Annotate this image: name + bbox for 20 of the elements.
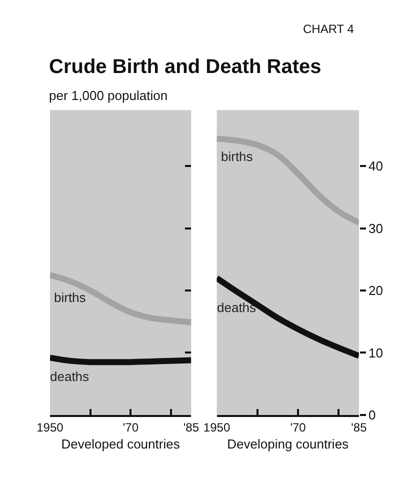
y-tick-label: 10 bbox=[368, 345, 383, 360]
x-tick-label: '70 bbox=[122, 420, 139, 434]
x-tick-label: 1950 bbox=[203, 420, 230, 434]
x-axis-title: Developing countries bbox=[227, 436, 350, 452]
caption: CHART 4 bbox=[303, 22, 354, 36]
series-label: deaths bbox=[217, 300, 257, 315]
x-tick-label: 1950 bbox=[36, 420, 64, 434]
chart-subtitle: per 1,000 population bbox=[49, 88, 168, 103]
y-tick-label: 20 bbox=[368, 283, 383, 298]
series-label: births bbox=[221, 149, 254, 164]
x-axis-title: Developed countries bbox=[61, 436, 180, 452]
series-label: deaths bbox=[50, 369, 90, 384]
y-tick-label: 30 bbox=[368, 220, 383, 236]
y-tick-label: 40 bbox=[368, 158, 383, 174]
chart-title: Crude Birth and Death Rates bbox=[49, 56, 322, 78]
x-tick-label: '85 bbox=[183, 420, 200, 434]
y-tick-label: 0 bbox=[368, 408, 376, 422]
x-tick-label: '85 bbox=[351, 420, 368, 434]
series-label: births bbox=[54, 290, 86, 305]
x-tick-label: '70 bbox=[290, 420, 306, 434]
